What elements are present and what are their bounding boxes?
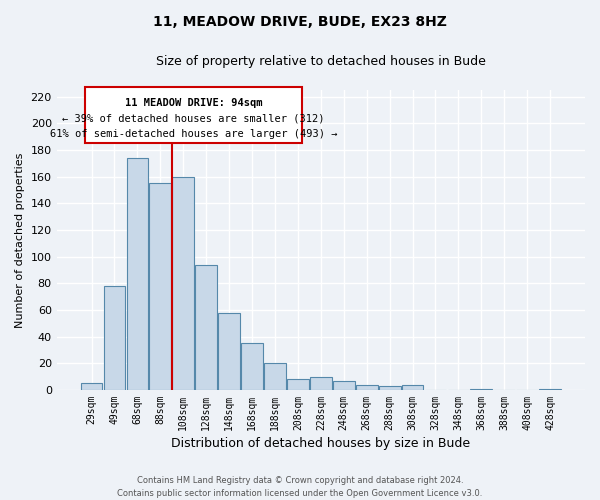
Bar [241,344,263,390]
Bar [264,364,286,390]
Text: 61% of semi-detached houses are larger (493) →: 61% of semi-detached houses are larger (… [50,128,337,138]
Bar [310,376,332,390]
Text: 11, MEADOW DRIVE, BUDE, EX23 8HZ: 11, MEADOW DRIVE, BUDE, EX23 8HZ [153,15,447,29]
Bar [85,88,302,144]
Bar [80,384,103,390]
Bar [104,286,125,390]
X-axis label: Distribution of detached houses by size in Bude: Distribution of detached houses by size … [171,437,470,450]
Bar [333,380,355,390]
Bar [218,312,240,390]
Text: Contains HM Land Registry data © Crown copyright and database right 2024.
Contai: Contains HM Land Registry data © Crown c… [118,476,482,498]
Bar [196,264,217,390]
Bar [356,384,377,390]
Text: 11 MEADOW DRIVE: 94sqm: 11 MEADOW DRIVE: 94sqm [125,98,262,108]
Title: Size of property relative to detached houses in Bude: Size of property relative to detached ho… [156,55,486,68]
Bar [470,388,492,390]
Bar [539,388,561,390]
Bar [401,384,424,390]
Bar [379,386,401,390]
Y-axis label: Number of detached properties: Number of detached properties [15,152,25,328]
Text: ← 39% of detached houses are smaller (312): ← 39% of detached houses are smaller (31… [62,114,325,124]
Bar [287,380,309,390]
Bar [127,158,148,390]
Bar [172,176,194,390]
Bar [149,184,171,390]
